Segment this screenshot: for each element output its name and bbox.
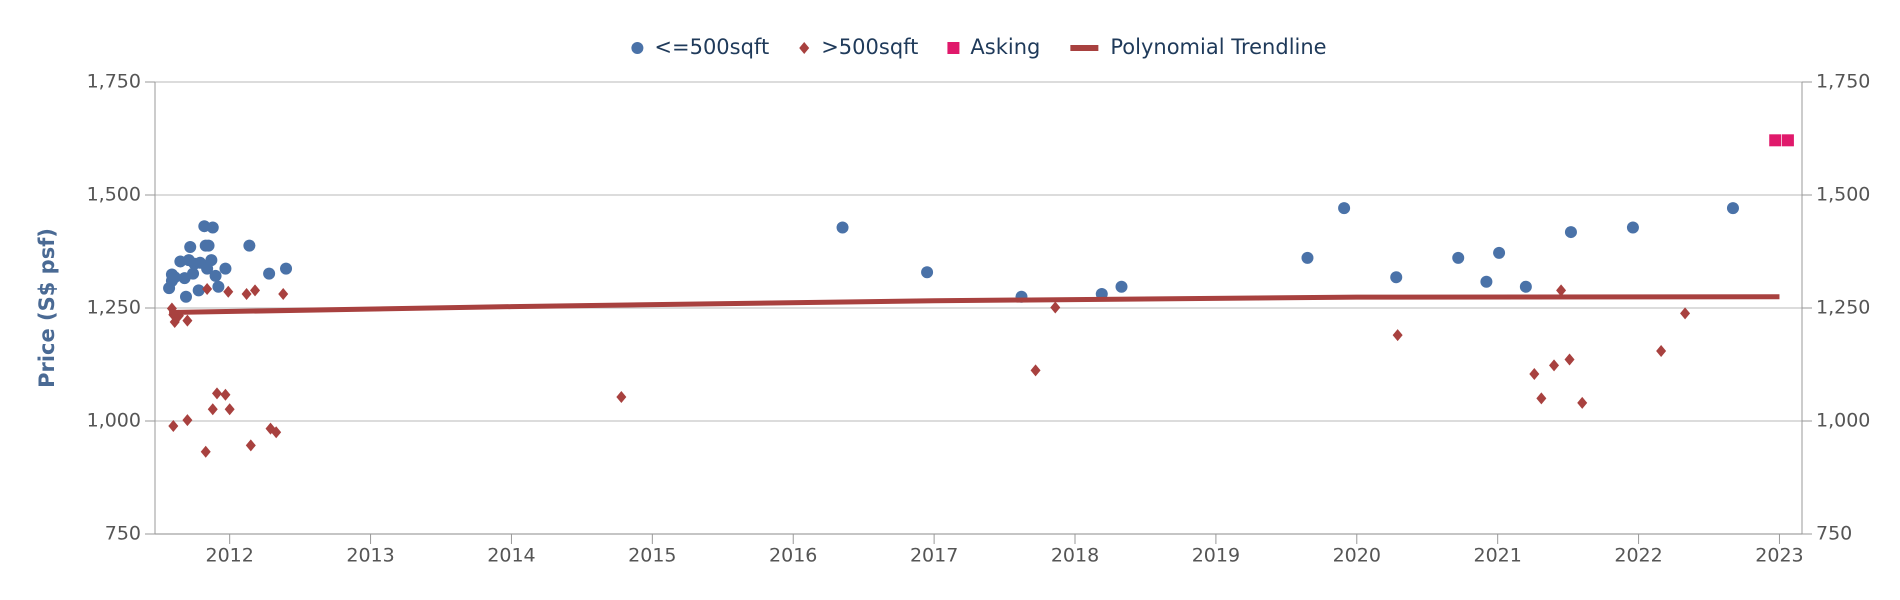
- point: [616, 391, 627, 404]
- point: [1549, 359, 1560, 372]
- point: [1556, 284, 1567, 297]
- x-tick-label: 2013: [346, 545, 394, 567]
- x-tick-label: 2012: [205, 545, 253, 567]
- point: [168, 419, 179, 432]
- trendline: [169, 294, 1780, 316]
- point: [182, 314, 193, 327]
- y2-tick-label: 1,500: [1816, 184, 1870, 206]
- point: [1680, 307, 1691, 320]
- legend-symbol: [947, 42, 960, 54]
- legend: <=500sqft >500sqft Asking Polynomial Trendl…: [631, 35, 1327, 59]
- point: [1301, 251, 1314, 264]
- point: [219, 262, 232, 275]
- point: [209, 269, 222, 282]
- y-axis-title: Price (S$ psf): [35, 228, 59, 388]
- point: [184, 240, 197, 253]
- y-tick-label: 1,750: [87, 71, 141, 93]
- point: [241, 287, 252, 300]
- point: [1519, 280, 1532, 293]
- point: [250, 284, 261, 297]
- point: [263, 267, 276, 280]
- x-tick-label: 2015: [628, 545, 676, 567]
- point: [1338, 202, 1351, 215]
- point: [1781, 134, 1794, 147]
- legend-label: <=500sqft: [654, 35, 769, 59]
- point: [1493, 246, 1506, 259]
- point: [168, 271, 181, 284]
- x-tick-label: 2023: [1755, 545, 1803, 567]
- point: [202, 239, 215, 252]
- point: [1529, 367, 1540, 380]
- point: [1115, 280, 1128, 293]
- point: [187, 267, 200, 280]
- point: [278, 287, 289, 300]
- legend-label: >500sqft: [821, 35, 918, 59]
- point: [1480, 275, 1493, 288]
- y-tick-label: 1,000: [87, 410, 141, 432]
- point: [245, 439, 256, 452]
- point: [243, 239, 256, 252]
- point: [224, 403, 235, 416]
- point: [182, 414, 193, 427]
- point: [206, 221, 219, 234]
- point: [220, 388, 231, 401]
- point: [280, 262, 293, 275]
- point: [202, 283, 213, 296]
- point: [212, 280, 225, 293]
- point: [1390, 271, 1403, 284]
- point: [205, 254, 218, 267]
- x-tick-label: 2017: [910, 545, 958, 567]
- point: [271, 426, 282, 439]
- legend-label: Asking: [970, 35, 1040, 59]
- y2-tick-label: 1,750: [1816, 71, 1870, 93]
- x-tick-label: 2021: [1473, 545, 1521, 567]
- legend-label: Polynomial Trendline: [1110, 35, 1326, 59]
- legend-symbol: [799, 42, 810, 54]
- point: [1626, 221, 1639, 234]
- x-tick-label: 2019: [1192, 545, 1240, 567]
- x-tick-label: 2018: [1051, 545, 1099, 567]
- point: [1050, 301, 1061, 314]
- x-tick-label: 2014: [487, 545, 535, 567]
- y2-tick-label: 1,000: [1816, 410, 1870, 432]
- point: [1392, 329, 1403, 342]
- y2-tick-label: 1,250: [1816, 297, 1870, 319]
- point: [1030, 364, 1041, 377]
- point: [1564, 226, 1577, 239]
- x-tick-label: 2022: [1614, 545, 1662, 567]
- x-tick-label: 2020: [1333, 545, 1381, 567]
- point: [1536, 392, 1547, 405]
- point: [1564, 353, 1575, 366]
- point: [207, 403, 218, 416]
- point: [179, 290, 192, 303]
- y-tick-label: 1,250: [87, 297, 141, 319]
- point: [1577, 396, 1588, 409]
- point: [211, 387, 222, 400]
- point: [200, 445, 211, 458]
- point: [921, 266, 934, 279]
- legend-symbol: [631, 42, 644, 54]
- point: [836, 221, 849, 234]
- point: [1726, 202, 1739, 215]
- point: [1769, 134, 1782, 147]
- point: [192, 284, 205, 297]
- y-tick-label: 1,500: [87, 184, 141, 206]
- point: [1656, 344, 1667, 357]
- x-tick-label: 2016: [769, 545, 817, 567]
- y2-tick-label: 750: [1816, 523, 1852, 545]
- point: [1452, 251, 1465, 264]
- y-tick-label: 750: [105, 523, 141, 545]
- point: [223, 285, 234, 298]
